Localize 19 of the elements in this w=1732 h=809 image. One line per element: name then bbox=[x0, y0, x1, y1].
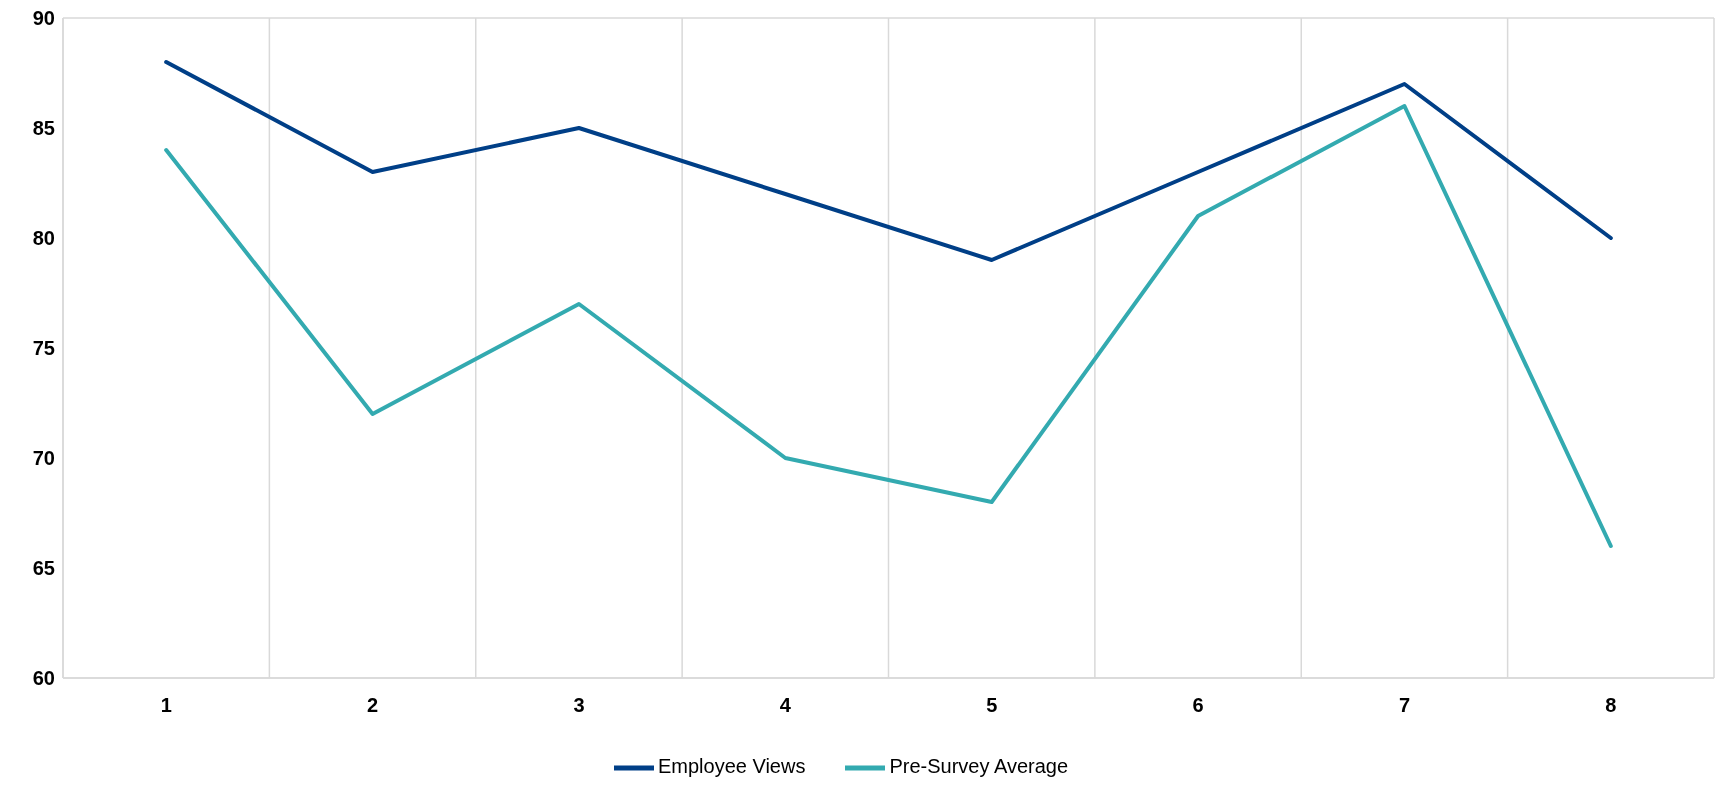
x-tick-label: 5 bbox=[986, 694, 998, 717]
y-tick-label: 60 bbox=[32, 667, 55, 690]
line-series bbox=[164, 104, 1613, 548]
legend-label: Pre-Survey Average bbox=[889, 755, 1069, 778]
y-tick-label: 90 bbox=[32, 7, 55, 30]
y-tick-label: 75 bbox=[32, 337, 55, 360]
x-tick-label: 4 bbox=[779, 694, 792, 717]
line-series bbox=[164, 60, 1613, 262]
x-tick-label: 7 bbox=[1398, 694, 1410, 717]
y-tick-label: 85 bbox=[32, 117, 55, 140]
y-tick-label: 80 bbox=[32, 227, 55, 250]
legend-label: Employee Views bbox=[657, 755, 806, 778]
y-tick-label: 65 bbox=[32, 557, 55, 580]
y-tick-label: 70 bbox=[32, 447, 55, 470]
x-tick-label: 6 bbox=[1192, 694, 1204, 717]
x-tick-label: 1 bbox=[160, 694, 172, 717]
x-tick-label: 3 bbox=[573, 694, 585, 717]
x-tick-label: 8 bbox=[1605, 694, 1617, 717]
x-tick-label: 2 bbox=[367, 694, 379, 717]
